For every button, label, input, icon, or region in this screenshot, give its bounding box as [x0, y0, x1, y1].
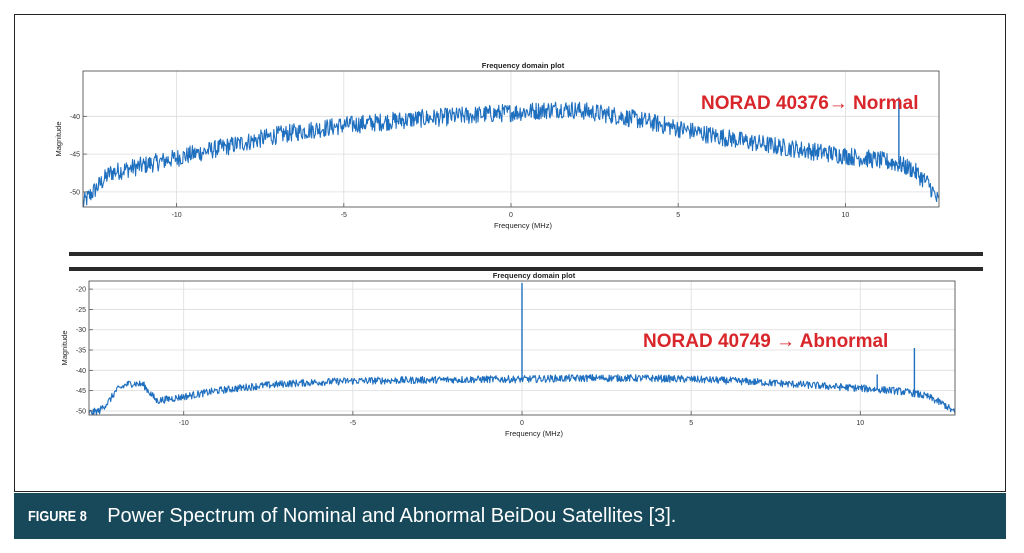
figure-caption-text: Power Spectrum of Nominal and Abnormal B…	[107, 504, 677, 527]
chart1-ytick-label: -40	[70, 114, 80, 121]
chart2-ytick-label: -35	[76, 348, 86, 355]
chart1-xtick-label: -10	[172, 212, 182, 219]
chart1-title: Frequency domain plot	[482, 61, 565, 70]
figure-label: FIGURE 8	[28, 507, 87, 525]
separator-line-2	[69, 267, 983, 271]
chart2-xtick-label: 5	[689, 420, 693, 427]
chart1-ytick-label: -45	[70, 152, 80, 159]
figure-frame: -10 -5 0 5 10 -40 -45 -50 Frequency domain plot F…	[14, 14, 1006, 492]
chart2-ytick-label: -30	[76, 327, 86, 334]
chart2-ytick-label: -25	[76, 307, 86, 314]
chart2-ytick-label: -45	[76, 388, 86, 395]
chart1-xtick-label: 5	[676, 212, 680, 219]
separator-line-1	[69, 252, 983, 256]
chart2-xtick-label: 0	[520, 420, 524, 427]
chart2-ylabel: Magnitude	[60, 330, 69, 365]
chart2-ytick-label: -50	[76, 408, 86, 415]
chart2-ytick-label: -40	[76, 368, 86, 375]
chart2-xtick-label: 10	[856, 420, 864, 427]
chart1-xtick-label: 10	[841, 212, 849, 219]
chart1-xlabel: Frequency (MHz)	[494, 221, 552, 230]
chart1-ylabel: Magnitude	[54, 121, 63, 156]
chart1-series-line	[82, 101, 940, 207]
chart1-xtick-label: 0	[509, 212, 513, 219]
chart2-xtick-label: -5	[350, 420, 356, 427]
chart1-xtick-label: -5	[341, 212, 347, 219]
chart1-ytick-label: -50	[70, 189, 80, 196]
figure-caption: FIGURE 8 Power Spectrum of Nominal and A…	[14, 493, 1006, 539]
chart2-xlabel: Frequency (MHz)	[505, 429, 563, 438]
annotation-abnormal: NORAD 40749 → Abnormal	[643, 331, 889, 352]
chart2-ytick-label: -20	[76, 287, 86, 294]
annotation-normal: NORAD 40376→ Normal	[701, 93, 919, 114]
chart2-xtick-label: -10	[179, 420, 189, 427]
chart2-title: Frequency domain plot	[493, 271, 576, 280]
